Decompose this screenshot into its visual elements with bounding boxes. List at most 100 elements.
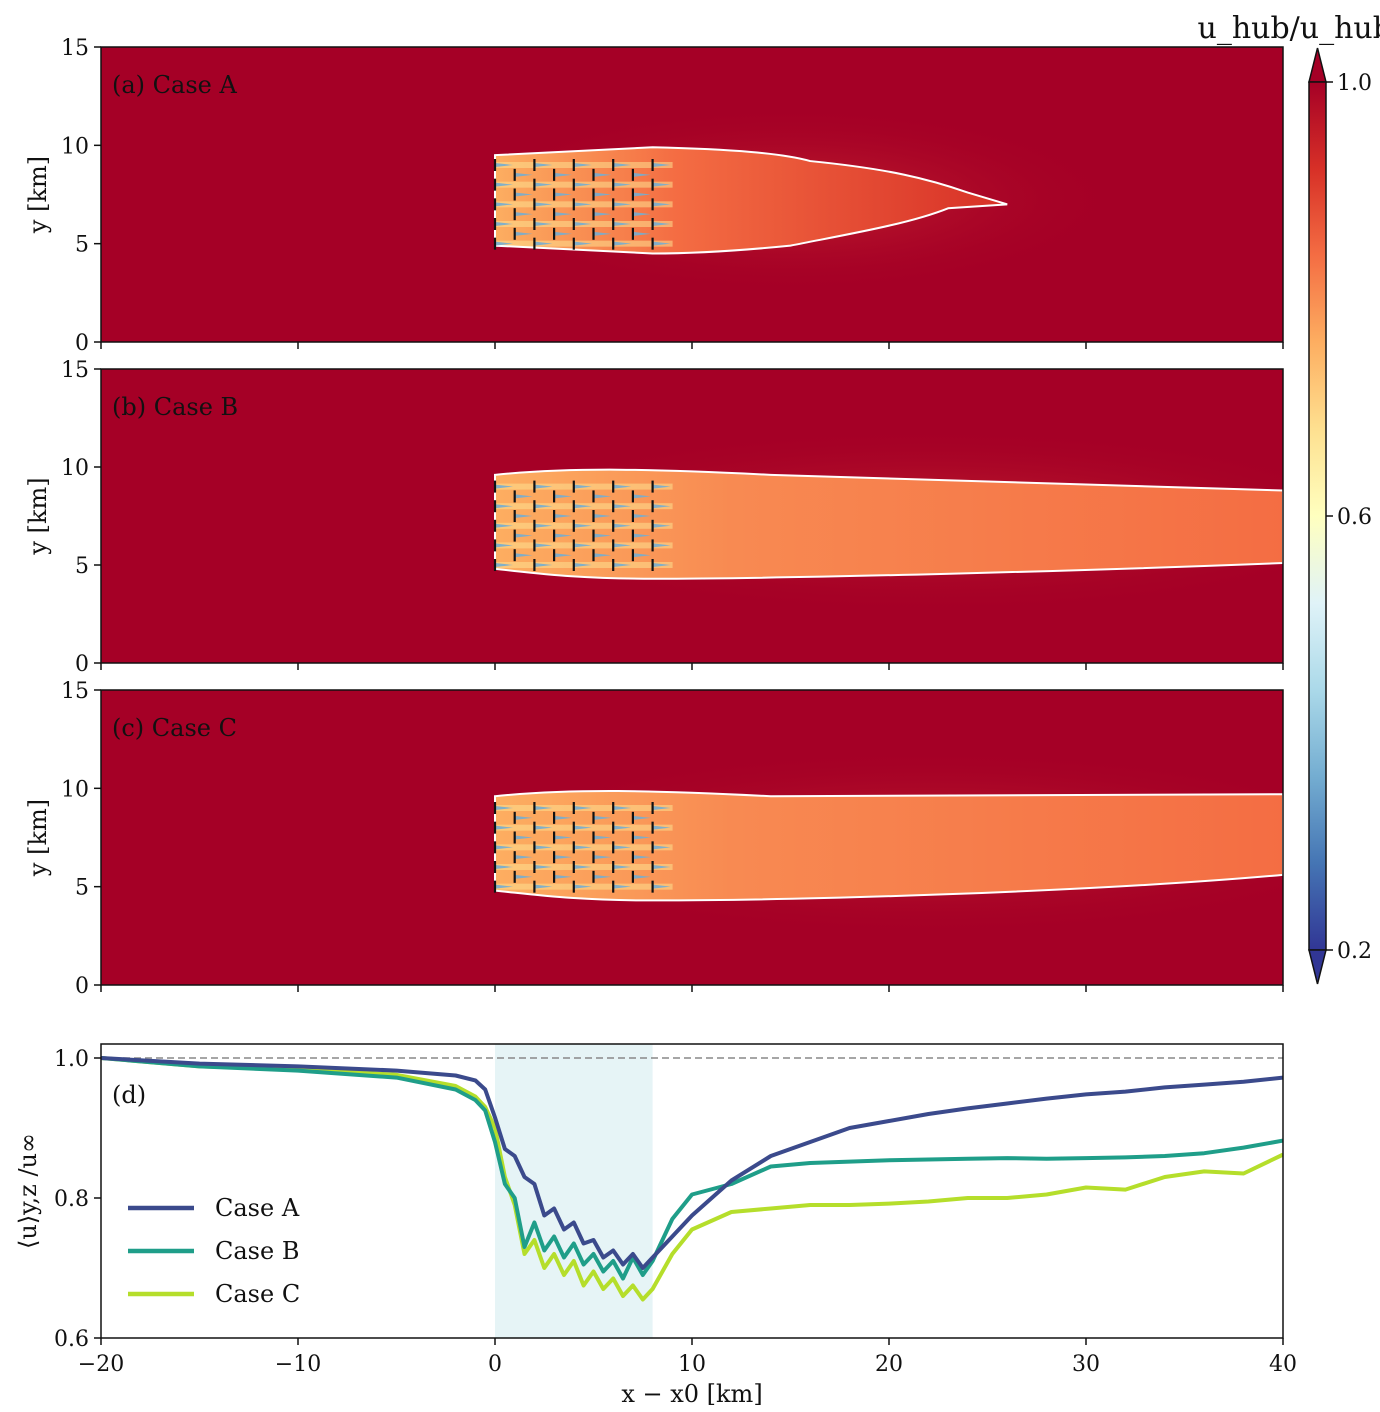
turbine-wake-core [632, 172, 651, 177]
colorbar-extend-bottom [1308, 949, 1327, 985]
heatmap-panel-a: 0 5 10 15 y [km] (a) Case A [24, 36, 1284, 356]
turbine-wake-core [573, 202, 592, 207]
y-tick-label: 10 [61, 134, 89, 159]
turbine-wake-core [632, 835, 651, 840]
legend-label: Case C [215, 1280, 300, 1308]
turbine-wake-core [554, 212, 573, 217]
turbine-wake-core [514, 212, 533, 217]
turbine-wake-core [495, 241, 513, 246]
turbine-wake-core [652, 484, 671, 489]
turbine-wake-core [652, 865, 671, 869]
y-axis-label: ⟨u⟩y,z /u∞ [14, 1133, 42, 1249]
turbine-wake-core [495, 865, 513, 869]
turbine-wake-core [593, 231, 612, 236]
turbine-wake-core [613, 806, 632, 810]
turbine-wake-core [632, 514, 651, 518]
turbine-wake-core [554, 192, 573, 197]
turbine-wake-core [613, 484, 632, 489]
turbine-wake-core [514, 494, 533, 499]
turbine-wake-core [613, 523, 632, 528]
y-tick-label: 15 [61, 358, 89, 383]
y-tick-label: 0 [75, 974, 89, 999]
legend-label: Case B [215, 1237, 299, 1265]
turbine-wake-core [593, 815, 612, 820]
turbine-wake-core [534, 543, 553, 548]
turbine-wake-core [593, 835, 612, 840]
heatmap-panel-b: 0 5 10 15 y [km] (b) Case B [24, 358, 1284, 677]
turbine-wake-core [514, 172, 533, 177]
wake-contour [494, 468, 1283, 580]
x-tick-label: −20 [78, 1352, 124, 1377]
x-tick-label: −10 [275, 1352, 321, 1377]
turbine-wake-core [593, 514, 612, 518]
turbine-wake-core [554, 494, 573, 499]
turbine-wake-core [514, 855, 533, 860]
y-axis-label: y [km] [24, 156, 52, 234]
turbine-wake-core [613, 163, 632, 167]
turbine-wake-core [554, 855, 573, 860]
colorbar-tick-label: 0.2 [1337, 939, 1372, 964]
turbine-wake-core [632, 855, 651, 860]
turbine-wake-core [554, 553, 573, 558]
turbine-wake-core [652, 543, 671, 548]
panel-label: (c) Case C [112, 714, 237, 742]
wake-contour [494, 790, 1283, 902]
turbine-wake-core [573, 523, 592, 528]
y-tick-label: 5 [75, 876, 89, 901]
turbine-wake-core [652, 202, 671, 207]
heatmap-panels: 0 5 10 15 y [km] (a) Case A 0 5 10 15 y [km] (b) Ca… [24, 36, 1284, 999]
turbine-wake-core [514, 553, 533, 558]
turbine-wake-core [554, 874, 573, 879]
x-tick-label: 20 [875, 1352, 903, 1377]
turbine-wake-core [514, 192, 533, 197]
turbine-wake-core [573, 884, 592, 889]
turbine-wake-core [495, 884, 513, 889]
turbine-wake-core [495, 182, 513, 187]
turbine-wake-core [514, 533, 533, 538]
panel-label: (d) [112, 1081, 146, 1109]
y-tick-label: 5 [75, 554, 89, 579]
turbine-wake-core [593, 172, 612, 177]
legend: Case A Case B Case C [128, 1194, 300, 1308]
turbine-wake-core [632, 231, 651, 236]
turbine-wake-core [652, 182, 671, 187]
y-axis-label: y [km] [24, 477, 52, 555]
turbine-wake-core [573, 543, 592, 548]
turbine-wake-core [573, 182, 592, 187]
turbine-wake-core [495, 202, 513, 207]
turbine-wake-core [593, 192, 612, 197]
turbine-wake-core [652, 563, 671, 567]
panel-label: (a) Case A [112, 71, 237, 99]
colorbar-title: u_hub/u_hub,∞ [1198, 11, 1380, 46]
turbine-wake-core [534, 806, 553, 810]
turbine-wake-core [495, 806, 513, 810]
turbine-wake-core [573, 504, 592, 509]
turbine-wake-core [573, 806, 592, 810]
turbine-wake-core [652, 163, 671, 167]
turbine-wake-core [652, 222, 671, 226]
turbine-wake-core [632, 212, 651, 217]
x-tick-label: 30 [1072, 1352, 1100, 1377]
turbine-wake-core [613, 543, 632, 548]
turbine-wake-core [534, 202, 553, 207]
turbine-wake-core [613, 504, 632, 509]
turbine-wake-core [534, 222, 553, 226]
turbine-wake-core [613, 825, 632, 830]
turbine-wake-core [632, 494, 651, 499]
y-tick-label: 0 [75, 652, 89, 677]
turbine-wake-core [534, 865, 553, 869]
turbine-wake-core [554, 231, 573, 236]
turbine-wake-core [632, 553, 651, 558]
series-line-case-b [101, 1056, 1283, 1281]
y-axis-label: y [km] [24, 799, 52, 877]
series-line-case-c [101, 1056, 1283, 1302]
y-tick-label: 5 [75, 233, 89, 258]
turbine-wake-core [554, 815, 573, 820]
heatmap-panel-c: 0 5 10 15 y [km] (c) Case C [24, 679, 1284, 999]
turbine-wake-core [573, 222, 592, 226]
turbine-wake-core [613, 222, 632, 226]
turbine-wake-core [495, 163, 513, 167]
turbine-wake-core [632, 874, 651, 879]
turbine-wake-core [514, 874, 533, 879]
